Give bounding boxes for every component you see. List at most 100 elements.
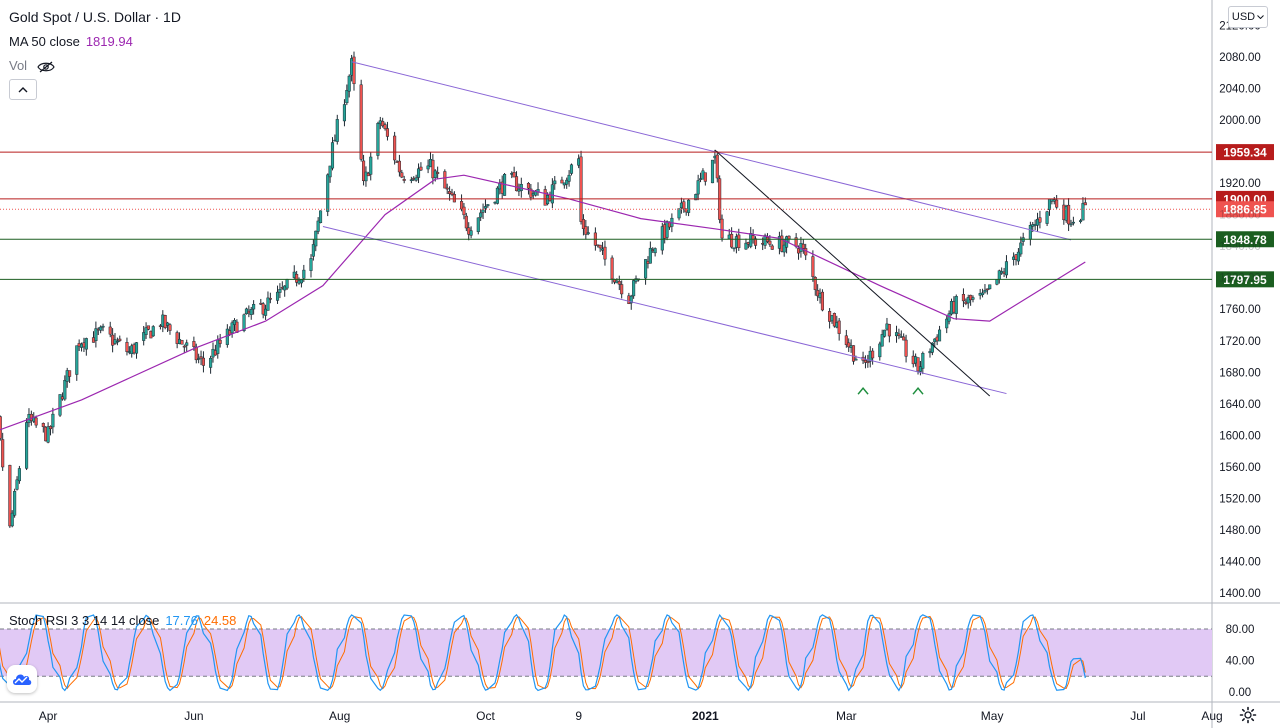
candle (218, 333, 222, 348)
candle (13, 488, 17, 518)
stoch-tick-label: 80.00 (1226, 624, 1255, 636)
candle (199, 350, 203, 366)
candle-body-up (469, 230, 473, 236)
candle-body-up (782, 244, 786, 253)
candle-body-down (163, 315, 167, 328)
ma-legend[interactable]: MA 50 close 1819.94 (9, 34, 133, 49)
candle (347, 74, 351, 98)
candle-body-up (328, 165, 332, 178)
candle-body-down (268, 298, 272, 300)
candle-body-up (495, 187, 499, 204)
candle-body-up (1069, 223, 1073, 226)
candle-body-down (837, 320, 841, 334)
candle-body-down (610, 257, 614, 280)
candle-body-up (13, 491, 17, 516)
support-price-label-bg (1216, 231, 1274, 248)
candle-body-down (851, 345, 856, 362)
candle (904, 334, 908, 363)
candle-body-down (961, 294, 965, 302)
channel-trendline (322, 225, 1007, 395)
candle (945, 315, 949, 334)
candle-body-down (526, 182, 531, 189)
candle-body-up (345, 90, 349, 104)
candle (985, 288, 989, 295)
candle-body-down (381, 121, 385, 127)
candle-body-up (569, 164, 574, 174)
gear-icon[interactable] (1239, 706, 1257, 724)
candle-body-up (209, 357, 213, 368)
candle-body-down (108, 326, 112, 335)
candle (381, 117, 385, 128)
candle-body-up (326, 174, 330, 212)
stoch-legend[interactable]: Stoch RSI 3 3 14 14 close 17.76 24.58 (9, 613, 236, 628)
candle (995, 279, 999, 286)
candle-body-up (653, 248, 657, 254)
candle-body-up (299, 279, 303, 284)
candle-body-up (369, 156, 373, 175)
candle-body-down (146, 325, 151, 330)
candle-body-down (443, 171, 447, 189)
candle (603, 240, 607, 266)
candle (648, 241, 652, 264)
candle-body-down (985, 288, 989, 291)
candle-body-down (737, 234, 741, 249)
ma50-line (0, 174, 1086, 431)
candle-body-down (581, 219, 585, 229)
time-tick-label: 2021 (692, 709, 719, 723)
tradingview-logo[interactable] (7, 665, 37, 693)
candle (151, 325, 155, 337)
candle (921, 351, 925, 375)
candle-body-up (309, 258, 313, 271)
candle (101, 323, 105, 332)
candle (866, 354, 870, 368)
candle (182, 344, 186, 354)
candle-body-up (481, 209, 485, 213)
resistance-price-label: 1959.34 (1223, 146, 1267, 160)
support-price-label: 1797.95 (1223, 273, 1267, 287)
candle (416, 163, 421, 184)
candle-body-up (937, 329, 942, 342)
eye-hidden-icon[interactable] (37, 61, 55, 73)
collapse-legend-button[interactable] (9, 79, 37, 100)
candle-body-up (185, 342, 189, 346)
candle (514, 171, 519, 192)
candle (209, 355, 213, 374)
price-tick-label: 1760.00 (1219, 304, 1261, 316)
candle-body-up (414, 177, 418, 181)
candle (409, 176, 413, 184)
candle (632, 279, 636, 299)
candle-body-down (916, 357, 920, 372)
candle-body-down (579, 156, 583, 222)
vol-legend[interactable]: Vol (9, 58, 55, 73)
candle-body-up (416, 168, 421, 178)
currency-selector[interactable]: USD (1228, 6, 1268, 28)
symbol-title[interactable]: Gold Spot / U.S. Dollar · 1D (9, 9, 181, 25)
candle-body-up (311, 244, 315, 257)
candle (397, 154, 401, 177)
candle (560, 176, 564, 184)
candle (414, 174, 418, 182)
candle (1, 432, 5, 471)
candle-body-up (921, 352, 925, 369)
candle-body-up (230, 322, 234, 334)
candle (687, 198, 691, 217)
candle-body-down (397, 160, 401, 173)
candle (460, 194, 464, 212)
candle-body-down (402, 179, 406, 181)
candle-body-down (780, 235, 784, 252)
candle (448, 186, 452, 201)
candle (318, 210, 323, 224)
candle (526, 182, 531, 195)
candle-body-down (844, 335, 848, 346)
candle (359, 79, 363, 162)
candle (352, 51, 356, 91)
candle (464, 212, 468, 232)
time-tick-label: Oct (476, 709, 495, 723)
candle-body-up (553, 180, 557, 185)
candle (1081, 197, 1085, 221)
candle-body-up (988, 284, 992, 290)
candle-body-up (278, 289, 282, 293)
candle (479, 209, 483, 222)
candle (1067, 198, 1071, 232)
